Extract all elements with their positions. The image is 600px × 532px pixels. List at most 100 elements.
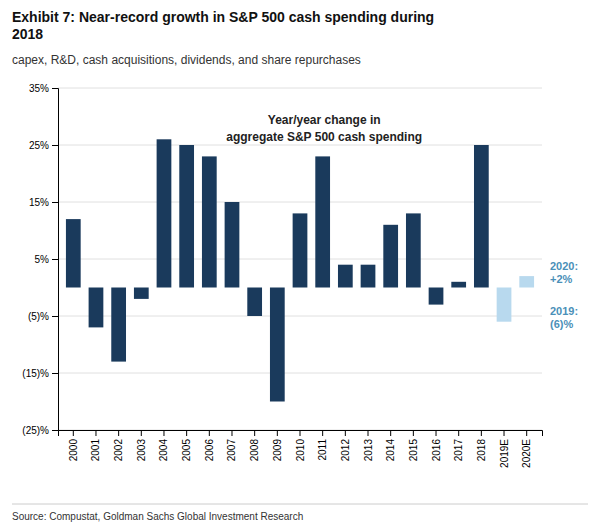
x-tick-label: 2009 [272,439,283,462]
subtitle: capex, R&D, cash acquisitions, dividends… [12,53,361,67]
y-tick-mark [52,202,58,203]
bar [225,202,240,288]
x-tick-label: 2019E [499,439,510,468]
x-tick: 2005 [181,430,192,461]
y-tick: 15% [29,197,58,208]
bar [247,288,262,317]
x-tick: 2012 [340,430,351,461]
bar [429,288,444,305]
y-tick-label: 35% [29,83,49,94]
y-tick-label: (15)% [22,368,49,379]
x-tick-label: 2002 [113,439,124,462]
bar [89,288,104,328]
grid-line [58,202,542,203]
bar [157,139,172,287]
y-axis-line [52,89,59,431]
y-tick: 35% [29,83,58,94]
x-tick-mark [141,430,142,436]
x-tick-mark [254,430,255,436]
grid-line [58,316,542,317]
x-tick-label: 2008 [249,439,260,462]
grid-line [58,145,542,146]
y-tick-mark [52,373,58,374]
x-tick: 2011 [317,430,328,461]
x-tick-label: 2011 [317,439,328,461]
x-tick-mark [322,430,323,436]
x-tick-label: 2000 [68,439,79,462]
x-tick-mark [345,430,346,436]
x-axis-line [59,431,543,437]
chart: Exhibit 7: Near-record growth in S&P 500… [0,0,600,532]
x-tick: 2014 [385,430,396,461]
y-tick: 5% [35,254,58,265]
x-tick-mark [526,430,527,436]
y-tick: (5)% [28,311,58,322]
x-tick: 2008 [249,430,260,461]
source: Source: Compustat, Goldman Sachs Global … [12,511,303,522]
x-tick-label: 2005 [181,439,192,462]
x-tick-mark [368,430,369,436]
x-tick: 2000 [68,430,79,461]
y-axis: (25)%(15)%(5)%5%15%25%35% [22,83,58,436]
x-tick-label: 2004 [158,439,169,462]
x-tick-mark [73,430,74,436]
y-tick-mark [52,316,58,317]
bar [179,145,194,288]
x-tick: 2013 [363,430,374,461]
bar [361,265,376,288]
y-tick-label: 15% [29,197,49,208]
x-tick-label: 2007 [226,439,237,462]
source-rule [12,504,588,505]
x-tick-mark [95,430,96,436]
x-tick-mark [390,430,391,436]
grid [58,88,542,430]
y-tick: (25)% [22,425,58,436]
x-tick-mark [118,430,119,436]
x-tick-mark [458,430,459,436]
estimate-label: 2019:(6)% [550,305,578,330]
bar [338,265,353,288]
x-tick-label: 2014 [385,439,396,462]
bar [66,219,81,287]
x-tick-label: 2020E [521,439,532,468]
y-tick-mark [52,430,58,431]
title: Exhibit 7: Near-record growth in S&P 500… [12,9,434,42]
x-tick-mark [209,430,210,436]
x-tick-label: 2001 [90,439,101,462]
y-tick-label: (5)% [28,311,49,322]
x-tick-mark [186,430,187,436]
y-tick-mark [52,259,58,260]
x-tick-label: 2013 [363,439,374,462]
x-tick: 2007 [226,430,237,461]
x-tick-mark [436,430,437,436]
x-tick: 2015 [408,430,419,461]
x-tick: 2001 [90,430,101,461]
annotation: Year/year change inaggregate S&P 500 cas… [226,113,422,144]
x-tick-mark [163,430,164,436]
grid-line [58,373,542,374]
y-tick-label: 5% [35,254,50,265]
bar [111,288,126,362]
bar [202,156,217,287]
y-tick-mark [52,88,58,89]
y-tick-mark [52,145,58,146]
y-tick: (15)% [22,368,58,379]
x-tick-mark [231,430,232,436]
x-tick-mark [413,430,414,436]
x-tick-label: 2018 [476,439,487,462]
x-tick-mark [300,430,301,436]
x-tick: 2019E [499,430,510,468]
bar [383,225,398,288]
bar [293,213,308,287]
x-tick: 2002 [113,430,124,461]
x-tick: 2016 [431,430,442,461]
x-tick-label: 2003 [136,439,147,462]
x-tick-label: 2016 [431,439,442,462]
x-tick-label: 2006 [204,439,215,462]
bar [315,156,330,287]
x-tick-label: 2012 [340,439,351,462]
bar [497,288,512,322]
x-tick: 2009 [272,430,283,461]
x-tick-mark [481,430,482,436]
x-tick: 2004 [158,430,169,461]
